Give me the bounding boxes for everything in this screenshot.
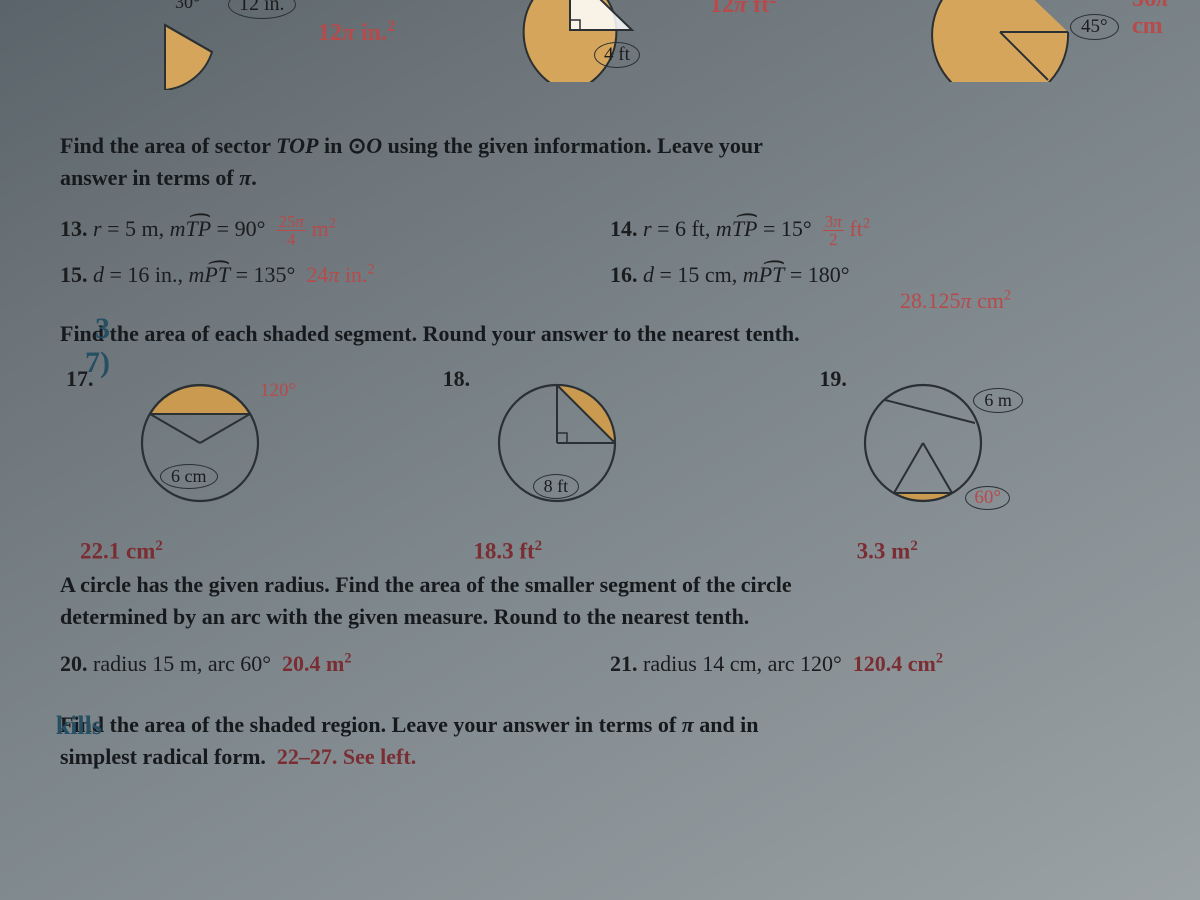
q18-circle-diagram — [487, 358, 687, 528]
top-right-area: 56π cm — [1132, 0, 1169, 40]
q17-chord: 6 cm — [160, 464, 218, 489]
section-c-instruction: Find the area of each shaded segment. Ro… — [60, 318, 1160, 350]
section-b-instruction: Find the area of sector TOP in ⊙O using … — [60, 130, 1160, 194]
q18-answer: 18.3 ft2 — [413, 538, 776, 565]
question-19: 19. 6 m 60° — [813, 358, 1160, 528]
q17-angle: 120° — [260, 380, 296, 402]
question-15: 15. d = 16 in., mPT = 135° 24π in.2 — [60, 258, 610, 292]
section-d-instruction: A circle has the given radius. Find the … — [60, 569, 1160, 633]
q19-circle-diagram — [853, 358, 1053, 528]
q17-circle-diagram — [130, 358, 330, 528]
top-middle-circle — [500, 0, 660, 82]
top-partial-row: 30° 12 in. 12π in.2 4 ft 12π ft2 45° 56π… — [60, 0, 1160, 100]
question-13: 13. r = 5 m, mTP = 90° 25π4 m2 — [60, 212, 610, 249]
left-margin-3: 3 — [60, 312, 110, 346]
question-20: 20. radius 15 m, arc 60° 20.4 m2 — [60, 647, 610, 681]
top-mid-4ft: 4 ft — [594, 42, 640, 68]
question-14: 14. r = 6 ft, mTP = 15° 3π2 ft2 — [610, 212, 1160, 249]
q19-answer: 3.3 m2 — [807, 538, 1160, 565]
left-margin-kills: kills — [52, 711, 102, 741]
question-18: 18. 8 ft — [437, 358, 784, 528]
top-mid-area: 12π ft2 — [710, 0, 777, 19]
top-angle-30: 30° — [175, 0, 200, 13]
question-21: 21. radius 14 cm, arc 120° 120.4 cm2 — [610, 647, 1160, 681]
question-17: 17. 120° 6 cm — [60, 358, 407, 528]
q17-answer: 22.1 cm2 — [60, 538, 383, 565]
section-e-instruction: Find the area of the shaded region. Leav… — [60, 709, 1160, 773]
top-right-circle — [920, 0, 1120, 82]
top-left-area: 12π in.2 — [318, 18, 395, 47]
question-16: 16. d = 15 cm, mPT = 180° 28.125π cm2 — [610, 258, 1160, 292]
top-right-45: 45° — [1070, 14, 1119, 40]
